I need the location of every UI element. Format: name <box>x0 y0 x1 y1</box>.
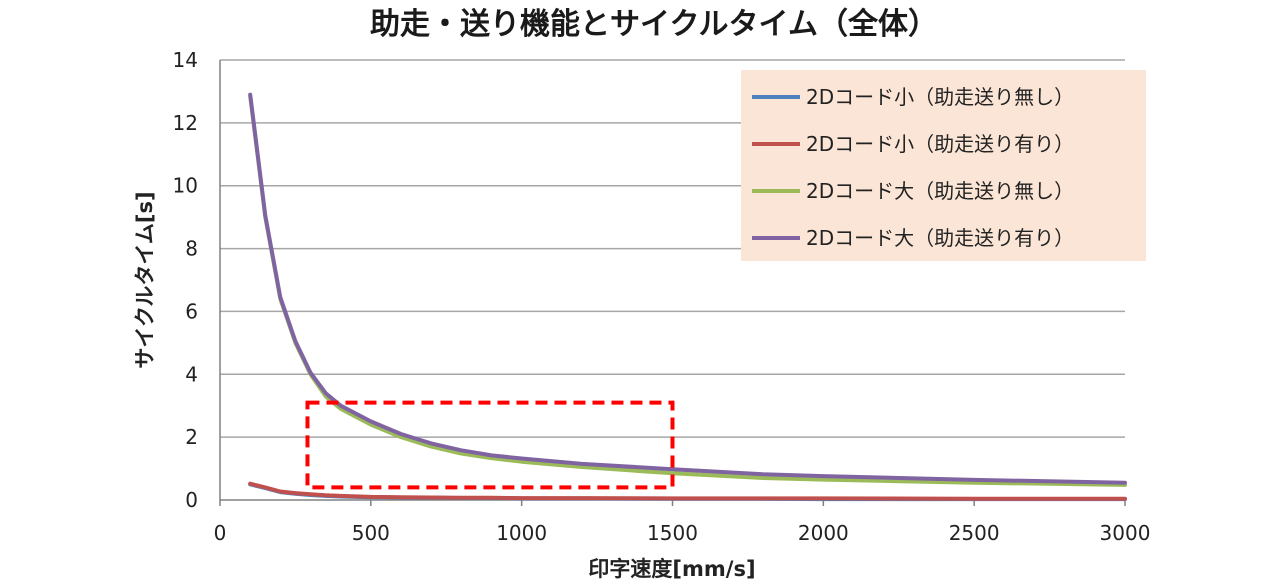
y-tick-label: 6 <box>185 299 198 323</box>
y-tick-label: 2 <box>185 425 198 449</box>
highlight-box <box>305 400 675 490</box>
x-tick-label: 2000 <box>798 521 849 545</box>
series-line-4 <box>248 92 1127 485</box>
legend: 2Dコード小（助走送り無し） 2Dコード小（助走送り有り） 2Dコード大（助走送り無… <box>741 70 1146 261</box>
legend-label: 2Dコード大（助走送り無し） <box>806 179 1074 203</box>
series-group <box>248 92 1127 502</box>
x-tick-label: 1000 <box>496 521 547 545</box>
legend-background <box>741 70 1146 261</box>
axes: 0 2 4 6 8 10 12 14 0 500 1000 1500 2000 2500 3000 <box>173 48 1151 545</box>
y-tick-label: 14 <box>173 48 198 72</box>
y-tick-label: 4 <box>185 362 198 386</box>
chart-title: 助走・送り機能とサイクルタイム（全体） <box>370 7 938 42</box>
x-tick-label: 3000 <box>1100 521 1151 545</box>
x-axis-label: 印字速度[mm/s] <box>588 557 755 581</box>
y-axis-label: サイクルタイム[s] <box>133 191 157 368</box>
y-tick-label: 10 <box>173 174 198 198</box>
legend-label: 2Dコード小（助走送り無し） <box>806 85 1074 109</box>
legend-label: 2Dコード小（助走送り有り） <box>806 132 1074 156</box>
x-tick-label: 2500 <box>949 521 1000 545</box>
y-tick-label: 8 <box>185 237 198 261</box>
x-tick-label: 1500 <box>647 521 698 545</box>
highlight-box-group <box>305 400 675 490</box>
series-line-2 <box>248 481 1127 501</box>
x-tick-label: 500 <box>352 521 390 545</box>
y-tick-label: 0 <box>185 488 198 512</box>
x-tick-label: 0 <box>214 521 227 545</box>
gridlines <box>220 59 1125 438</box>
legend-label: 2Dコード大（助走送り有り） <box>806 226 1074 250</box>
y-tick-label: 12 <box>173 111 198 135</box>
